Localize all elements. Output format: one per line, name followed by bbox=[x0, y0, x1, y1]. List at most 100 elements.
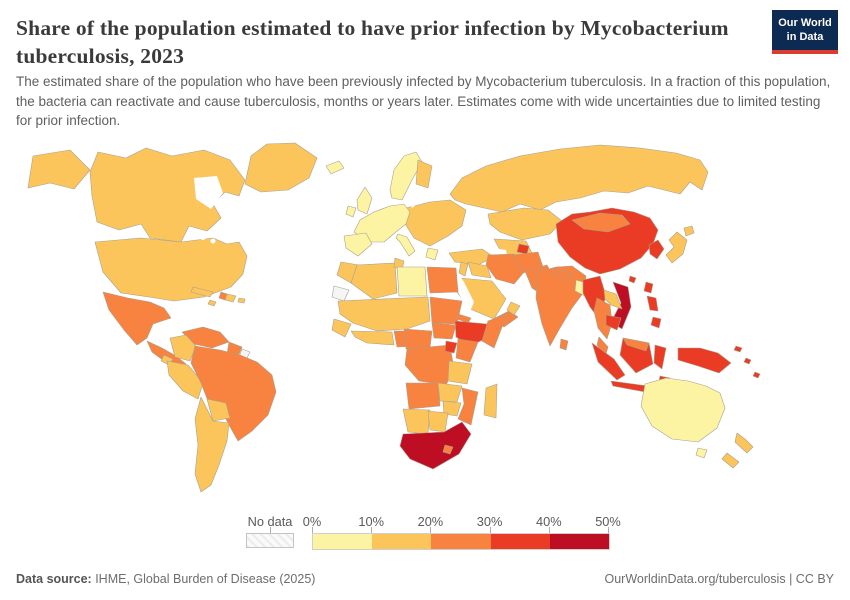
region-nz-north[interactable] bbox=[734, 432, 754, 454]
legend-tick-label: 40% bbox=[535, 514, 562, 529]
region-lesotho[interactable] bbox=[442, 444, 454, 455]
region-sahel[interactable] bbox=[337, 296, 431, 332]
region-iberia[interactable] bbox=[343, 232, 373, 257]
footer-link[interactable]: OurWorldinData.org/tuberculosis bbox=[604, 572, 786, 586]
region-fiji[interactable] bbox=[752, 371, 761, 379]
region-mozambique[interactable] bbox=[457, 387, 479, 426]
region-uk[interactable] bbox=[356, 186, 373, 215]
region-oman[interactable] bbox=[506, 301, 521, 316]
region-mexico[interactable] bbox=[102, 291, 172, 346]
legend-band-10-20%[interactable] bbox=[372, 534, 432, 549]
region-bolivia[interactable] bbox=[206, 398, 231, 422]
region-taiwan[interactable] bbox=[643, 281, 654, 294]
region-italy[interactable] bbox=[395, 233, 416, 257]
region-western-sahara[interactable] bbox=[331, 285, 350, 302]
world-map-svg bbox=[27, 142, 761, 493]
region-kenya[interactable] bbox=[455, 338, 479, 363]
legend-band-20-30%[interactable] bbox=[431, 534, 491, 549]
region-hokkaido[interactable] bbox=[683, 225, 695, 237]
region-uganda[interactable] bbox=[444, 340, 458, 354]
footer-license: CC BY bbox=[795, 572, 834, 586]
region-philippines-mindanao[interactable] bbox=[650, 316, 662, 329]
region-new-guinea[interactable] bbox=[677, 347, 732, 374]
legend-tick-label: 20% bbox=[417, 514, 444, 529]
region-hainan[interactable] bbox=[628, 275, 637, 284]
region-alaska[interactable] bbox=[27, 149, 91, 190]
region-finland[interactable] bbox=[415, 159, 433, 189]
region-western-europe[interactable] bbox=[353, 203, 411, 243]
legend-band-40-50%[interactable] bbox=[549, 534, 610, 549]
region-laos[interactable] bbox=[603, 289, 623, 310]
region-nz-south[interactable] bbox=[721, 452, 740, 469]
region-greece[interactable] bbox=[425, 247, 439, 261]
legend-band-30-40%[interactable] bbox=[490, 534, 550, 549]
region-dominican-republic[interactable] bbox=[224, 293, 237, 303]
legend-tick-mark bbox=[430, 527, 432, 533]
region-russia[interactable] bbox=[449, 144, 709, 213]
legend-tick-label: 50% bbox=[595, 514, 621, 529]
region-algeria[interactable] bbox=[350, 262, 398, 300]
data-source-text: IHME, Global Burden of Disease (2025) bbox=[91, 572, 316, 586]
hudson-bay bbox=[194, 176, 223, 209]
region-thailand[interactable] bbox=[593, 297, 613, 340]
baltic-sea bbox=[408, 188, 422, 208]
region-ireland[interactable] bbox=[345, 205, 357, 218]
region-namibia[interactable] bbox=[402, 408, 431, 435]
region-senegal[interactable] bbox=[331, 318, 352, 338]
region-tajikistan[interactable] bbox=[516, 243, 530, 255]
region-iran[interactable] bbox=[485, 253, 525, 285]
region-madagascar[interactable] bbox=[483, 383, 498, 419]
region-southern-cone[interactable] bbox=[194, 396, 230, 493]
region-australia[interactable] bbox=[640, 377, 726, 443]
region-west-african-coast[interactable] bbox=[350, 330, 395, 346]
region-solomon-islands[interactable] bbox=[733, 345, 743, 353]
region-philippines-luzon[interactable] bbox=[646, 295, 659, 312]
region-usa[interactable] bbox=[94, 237, 248, 302]
region-somalia[interactable] bbox=[481, 313, 508, 349]
region-canada[interactable] bbox=[89, 147, 246, 243]
data-source-label: Data source: bbox=[16, 572, 92, 586]
region-south-africa[interactable] bbox=[399, 421, 472, 470]
legend-tick-mark bbox=[489, 527, 491, 533]
region-malaysia-borneo[interactable] bbox=[622, 337, 650, 352]
legend-tick-mark bbox=[548, 527, 550, 533]
region-sumatra[interactable] bbox=[591, 342, 626, 381]
owid-logo-line2: in Data bbox=[786, 31, 824, 44]
region-peru[interactable] bbox=[166, 360, 204, 400]
region-libya[interactable] bbox=[396, 266, 428, 297]
region-puerto-rico[interactable] bbox=[237, 297, 246, 304]
legend-no-data-swatch[interactable] bbox=[246, 533, 294, 548]
owid-logo[interactable]: Our World in Data bbox=[772, 10, 838, 54]
region-jamaica[interactable] bbox=[207, 299, 217, 307]
region-brazil[interactable] bbox=[190, 345, 277, 442]
region-korea[interactable] bbox=[648, 239, 665, 260]
region-india[interactable] bbox=[535, 265, 587, 347]
region-zambia[interactable] bbox=[437, 382, 463, 403]
region-vanuatu[interactable] bbox=[743, 357, 752, 365]
region-egypt[interactable] bbox=[426, 266, 459, 294]
region-levant[interactable] bbox=[458, 261, 469, 277]
region-tanzania[interactable] bbox=[447, 360, 473, 385]
region-greenland[interactable] bbox=[244, 142, 318, 193]
region-nepal[interactable] bbox=[551, 268, 573, 280]
region-cuba[interactable] bbox=[190, 286, 214, 298]
region-eastern-europe[interactable] bbox=[403, 199, 467, 247]
region-tasmania[interactable] bbox=[695, 447, 708, 459]
region-mongolia[interactable] bbox=[571, 212, 631, 233]
region-botswana[interactable] bbox=[427, 410, 449, 433]
legend-band-0-10%[interactable] bbox=[313, 534, 373, 549]
region-kazakhstan[interactable] bbox=[487, 207, 563, 241]
region-sulawesi[interactable] bbox=[653, 344, 667, 370]
region-iraq[interactable] bbox=[467, 261, 492, 279]
region-south-sudan[interactable] bbox=[431, 322, 457, 340]
region-sri-lanka[interactable] bbox=[559, 338, 569, 351]
legend-tick-label: 0% bbox=[302, 514, 322, 529]
region-sudan[interactable] bbox=[429, 296, 463, 325]
region-turkey[interactable] bbox=[448, 248, 495, 266]
region-iceland[interactable] bbox=[325, 160, 345, 175]
region-japan[interactable] bbox=[665, 231, 688, 264]
region-cambodia[interactable] bbox=[605, 314, 622, 331]
region-angola[interactable] bbox=[405, 382, 441, 410]
region-zimbabwe[interactable] bbox=[442, 400, 462, 417]
region-cameroon-car[interactable] bbox=[403, 328, 433, 350]
